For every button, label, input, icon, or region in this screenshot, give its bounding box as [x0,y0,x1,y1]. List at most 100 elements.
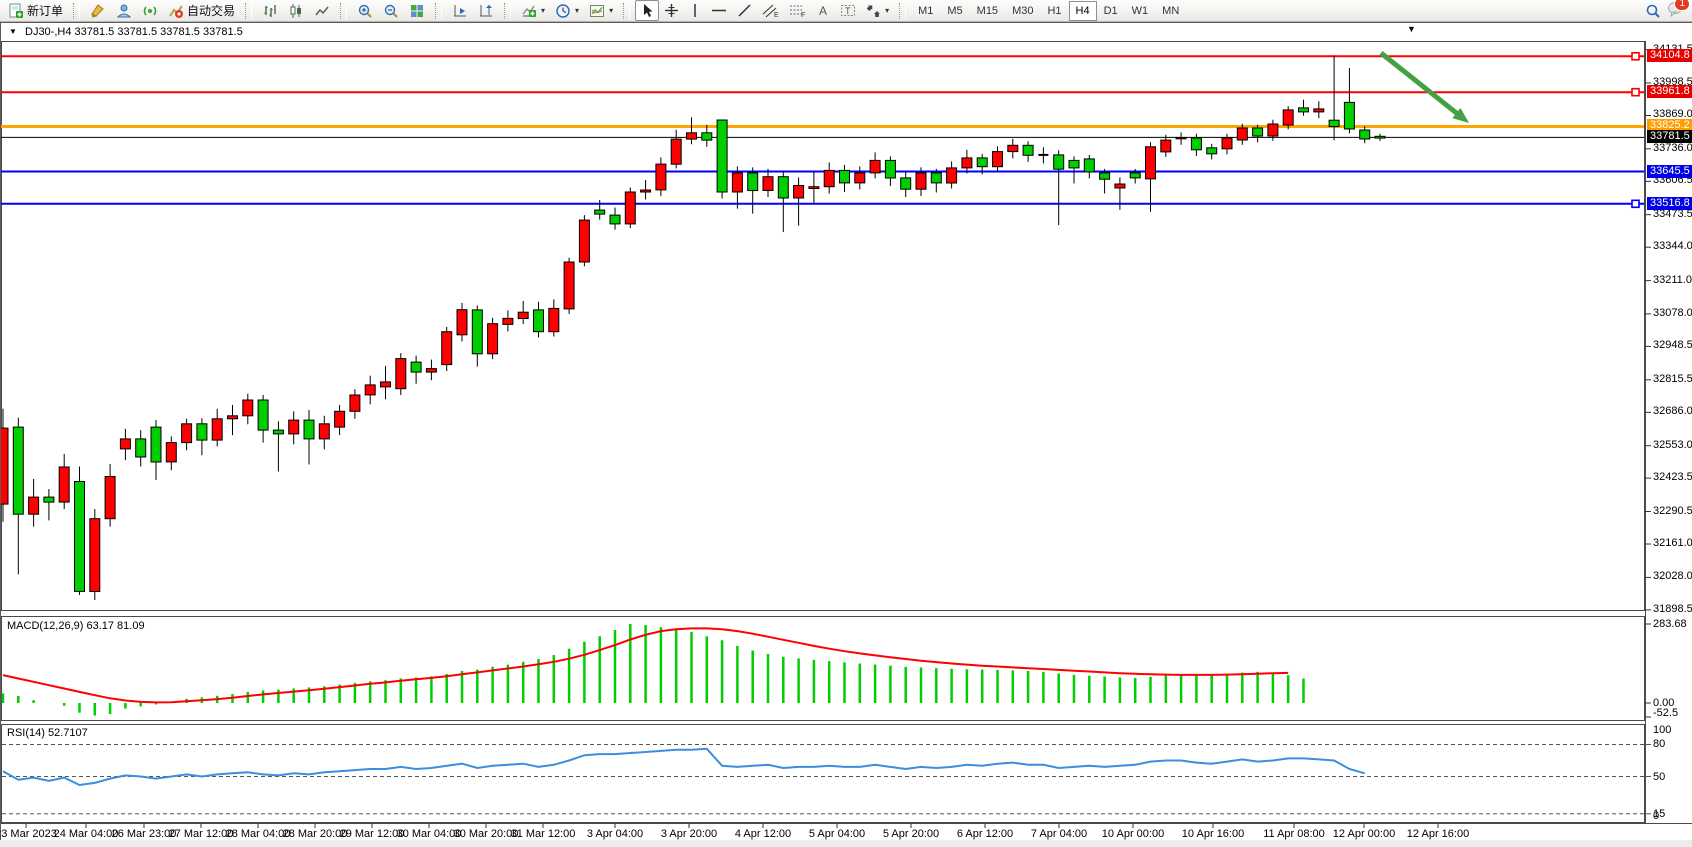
time-axis-label: 7 Apr 04:00 [1030,828,1088,840]
toolbar-separator [73,2,81,19]
dropdown-caret-icon: ▾ [609,6,614,15]
signals-button[interactable] [137,0,163,21]
templates-button[interactable]: ▾ [584,0,618,21]
channel-icon: E [762,4,779,18]
toolbar-separator [899,2,907,19]
rsi-axis-tick: 0 [1653,810,1660,822]
chart-canvas[interactable] [1,23,1692,841]
periods-button[interactable]: ▾ [550,0,584,21]
price-axis-tick: 33211.0 [1653,274,1692,286]
svg-text:F: F [801,12,805,18]
cursor-tool-button[interactable] [635,0,660,21]
crosshair-tool-button[interactable] [659,0,684,21]
time-axis-label: 5 Apr 04:00 [808,828,866,840]
profile-button[interactable] [111,0,137,21]
timeframe-mn-button[interactable]: MN [1162,4,1180,17]
time-axis-label: 4 Apr 12:00 [734,828,792,840]
toolbar-separator [245,2,253,19]
timeframe-m15-button[interactable]: M15 [976,4,999,17]
person-icon [116,4,132,17]
time-axis-label: 31 Mar 12:00 [510,828,576,840]
bar-chart-icon [264,4,276,17]
text-tool-button[interactable]: A [811,0,835,21]
price-line-badge: 33516.8 [1647,197,1692,210]
timeframe-h1-button[interactable]: H1 [1047,4,1062,17]
time-axis-label: 3 Apr 20:00 [660,828,718,840]
price-axis-tick: 32028.0 [1653,570,1692,582]
price-axis-tick: 32290.5 [1653,505,1692,517]
fibonacci-icon: F [790,5,805,18]
price-line-badge: 34104.8 [1647,49,1692,62]
timeframe-m30-button[interactable]: M30 [1012,4,1034,17]
price-axis-tick: 32553.0 [1653,439,1692,451]
time-axis-label: 12 Apr 16:00 [1406,828,1470,840]
vertical-line-icon [694,4,696,17]
timeframe-d1-button[interactable]: D1 [1103,4,1118,17]
time-axis-label: 10 Apr 16:00 [1181,828,1245,840]
clock-icon [556,3,570,18]
price-axis-tick: 31898.5 [1653,603,1692,615]
time-axis-label: 28 Mar 04:00 [225,828,291,840]
line-chart-button[interactable] [309,0,335,21]
vertical-line-tool-button[interactable] [684,0,706,21]
new-order-button[interactable]: 新订单 [3,0,68,21]
price-axis-tick: 33736.0 [1653,142,1692,154]
notification-badge: 1 [1674,0,1690,11]
macd-axis-tick: 283.68 [1653,618,1687,630]
price-line-badge: 33825.2 [1647,119,1692,132]
zoom-in-button[interactable] [352,0,378,21]
time-axis-label: 26 Mar 23:00 [111,828,177,840]
timeframe-m5-button[interactable]: M5 [947,4,963,17]
auto-scroll-button[interactable] [447,0,473,21]
price-axis-tick: 32161.0 [1653,537,1692,549]
chart-shift-marker-icon[interactable]: ▼ [1407,24,1416,34]
tile-windows-button[interactable] [404,0,430,21]
timeframe-group: M1 M5 M15 M30 H1 H4 D1 W1 MN [908,0,1189,21]
toolbar-separator [435,2,443,19]
chart-caption: ▼ DJ30-,H4 33781.5 33781.5 33781.5 33781… [1,24,1692,40]
auto-trading-button[interactable]: 自动交易 [163,0,240,21]
zoom-out-button[interactable] [378,0,404,21]
equidistant-channel-tool-button[interactable]: E [757,0,784,21]
fibonacci-tool-button[interactable]: F [784,0,811,21]
timeframe-w1-button[interactable]: W1 [1131,4,1149,17]
candlestick-chart-button[interactable] [283,0,309,21]
timeframe-h4-button[interactable]: H4 [1068,0,1097,21]
price-axis-tick: 32815.5 [1653,373,1692,385]
styler-button[interactable] [85,0,111,21]
indicators-button[interactable]: ▾ [516,0,550,21]
new-order-icon [9,3,23,18]
toolbar-separator [504,2,512,19]
one-click-trading-toggle-icon[interactable]: ▼ [9,27,17,36]
bar-chart-button[interactable] [257,0,283,21]
price-axis-tick: 33869.0 [1653,108,1692,120]
time-axis-label: 12 Apr 00:00 [1332,828,1396,840]
rsi-axis-tick: 15 [1653,808,1666,820]
time-axis-label: 24 Mar 04:00 [53,828,119,840]
text-label-tool-button[interactable]: T [835,0,861,21]
macd-indicator-label: MACD(12,26,9) 63.17 81.09 [7,620,145,632]
dropdown-caret-icon: ▾ [885,6,890,15]
search-icon[interactable] [1645,3,1661,19]
price-axis-tick: 32686.0 [1653,405,1692,417]
indicators-icon [522,5,537,17]
notifications-button[interactable]: 1 [1667,0,1690,20]
svg-text:A: A [819,4,827,18]
dropdown-caret-icon: ▾ [541,6,546,15]
svg-text:E: E [774,12,779,18]
symbol-ohlc-info: DJ30-,H4 33781.5 33781.5 33781.5 33781.5 [25,26,243,38]
price-axis-tick: 33473.5 [1653,208,1692,220]
trendline-tool-button[interactable] [732,0,757,21]
brush-icon [91,3,104,18]
tile-windows-icon [411,4,424,17]
price-line-badge: 33781.5 [1647,130,1692,143]
time-axis-label: 3 Apr 04:00 [586,828,644,840]
arrows-tool-button[interactable]: ▾ [861,0,894,21]
price-axis-tick: 33078.0 [1653,307,1692,319]
timeframe-m1-button[interactable]: M1 [918,4,934,17]
chart-shift-button[interactable] [473,0,499,21]
toolbar-separator [340,2,348,19]
chart-window[interactable]: ▼ DJ30-,H4 33781.5 33781.5 33781.5 33781… [0,22,1692,840]
line-chart-icon [315,6,329,15]
horizontal-line-tool-button[interactable] [706,0,732,21]
